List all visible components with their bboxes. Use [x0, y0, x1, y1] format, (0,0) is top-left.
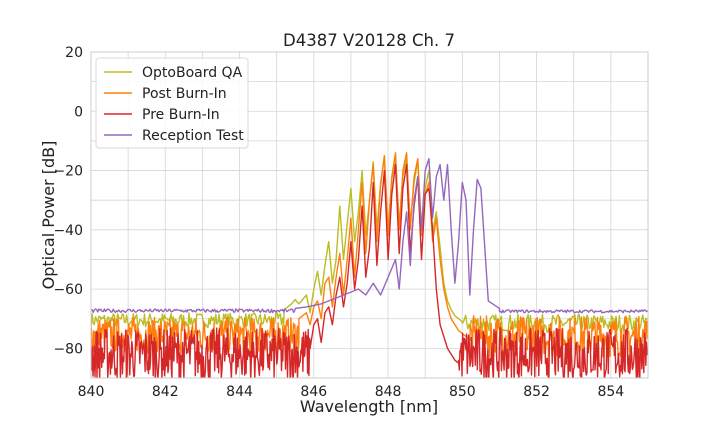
plot-frame: [90, 51, 649, 379]
series-line-pre-burn-in: [91, 163, 648, 378]
y-axis-label: Optical Power [dB]: [39, 141, 58, 290]
legend-label: Reception Test: [142, 128, 244, 144]
y-tick-label: −80: [53, 341, 83, 357]
series-line-reception-test: [91, 158, 648, 314]
legend-label: OptoBoard QA: [142, 65, 243, 81]
x-tick-label: 854: [597, 384, 624, 400]
y-tick-label: 20: [65, 45, 83, 61]
x-axis-ticks: 840 842 844 846 848 850 852 854: [78, 384, 625, 400]
x-axis-label: Wavelength [nm]: [300, 397, 438, 416]
y-tick-label: −40: [53, 223, 83, 239]
x-tick-label: 840: [78, 384, 105, 400]
legend-items: OptoBoard QA Post Burn-In Pre Burn-In Recep…: [104, 65, 244, 144]
x-tick-label: 850: [449, 384, 476, 400]
y-tick-label: −20: [53, 164, 83, 180]
legend-box: [95, 57, 249, 149]
legend: OptoBoard QA Post Burn-In Pre Burn-In Recep…: [95, 57, 249, 149]
y-tick-label: 0: [74, 104, 83, 120]
x-tick-label: 842: [152, 384, 179, 400]
legend-label: Post Burn-In: [142, 86, 227, 102]
y-axis-ticks: 20 0 −20 −40 −60 −80: [53, 45, 83, 357]
chart-title: D4387 V20128 Ch. 7: [283, 31, 455, 50]
x-tick-label: 846: [300, 384, 327, 400]
legend-label: Pre Burn-In: [142, 107, 220, 123]
x-tick-label: 848: [375, 384, 402, 400]
x-tick-label: 852: [523, 384, 550, 400]
y-tick-label: −60: [53, 282, 83, 298]
x-tick-label: 844: [226, 384, 253, 400]
series-line-post-burn-in: [91, 152, 648, 358]
series-layer: [91, 152, 648, 378]
